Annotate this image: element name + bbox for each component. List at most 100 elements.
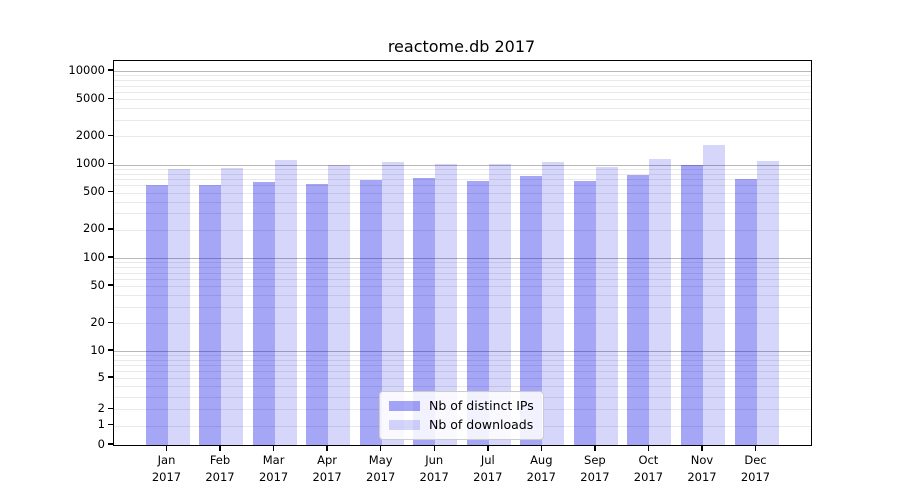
x-tick-year-may: 2017 bbox=[366, 470, 396, 485]
gridline-minor-800 bbox=[114, 173, 811, 175]
bar-nb-of-downloads-aug bbox=[542, 161, 565, 445]
bar-nb-of-distinct-ips-oct bbox=[627, 175, 650, 445]
y-tick-label-0: 0 bbox=[97, 436, 105, 451]
y-tick-200 bbox=[108, 228, 113, 230]
y-tick-label-5: 5 bbox=[97, 369, 105, 384]
bar-nb-of-distinct-ips-aug bbox=[520, 176, 543, 445]
x-tick-month-apr: Apr bbox=[317, 453, 338, 467]
x-tick-label-jan: Jan 2017 bbox=[139, 452, 195, 487]
gridline-minor-90 bbox=[114, 262, 811, 264]
x-tick-year-jan: 2017 bbox=[151, 470, 182, 485]
y-tick-label-2: 2 bbox=[97, 400, 105, 415]
gridline-minor-400 bbox=[114, 201, 811, 203]
x-tick-label-may: May 2017 bbox=[353, 452, 409, 487]
bar-nb-of-downloads-oct bbox=[649, 158, 672, 445]
x-tick-month-aug: Aug bbox=[530, 453, 553, 467]
bar-nb-of-distinct-ips-mar bbox=[252, 182, 275, 445]
bar-nb-of-distinct-ips-feb bbox=[199, 184, 221, 445]
gridline-minor-8 bbox=[114, 360, 811, 361]
y-tick-500 bbox=[108, 190, 113, 193]
gridline-minor-600 bbox=[114, 185, 811, 187]
y-tick-label-20: 20 bbox=[90, 314, 105, 329]
chart-title: reactome.db 2017 bbox=[387, 37, 536, 56]
gridline-minor-30 bbox=[114, 306, 811, 308]
x-tick-month-mar: Mar bbox=[262, 453, 285, 467]
x-tick-label-jul: Jul 2017 bbox=[460, 452, 516, 487]
gridline-minor-300 bbox=[114, 213, 811, 215]
x-tick-label-nov: Nov 2017 bbox=[674, 452, 730, 487]
bar-nb-of-distinct-ips-jan bbox=[145, 185, 168, 445]
gridline-minor-5 bbox=[114, 378, 811, 380]
bar-nb-of-downloads-nov bbox=[703, 144, 725, 445]
gridline-minor-80 bbox=[114, 267, 811, 269]
y-tick-5000 bbox=[108, 97, 113, 99]
y-tick-label-1: 1 bbox=[97, 417, 105, 431]
legend-item-nb-of-downloads: Nb of downloads bbox=[389, 417, 534, 432]
bar-nb-of-distinct-ips-jul bbox=[466, 181, 489, 445]
bar-nb-of-downloads-apr bbox=[328, 165, 351, 445]
x-tick-may bbox=[379, 445, 382, 451]
x-tick-month-feb: Feb bbox=[209, 453, 231, 467]
x-tick-apr bbox=[326, 445, 328, 451]
y-tick-2 bbox=[108, 407, 113, 409]
gridline-minor-9000 bbox=[114, 75, 811, 77]
y-tick-label-10000: 10000 bbox=[68, 62, 105, 77]
y-tick-label-2000: 2000 bbox=[75, 127, 105, 142]
x-tick-label-sep: Sep 2017 bbox=[567, 452, 623, 487]
bar-nb-of-downloads-jun bbox=[435, 164, 458, 445]
gridline-minor-6 bbox=[114, 371, 811, 373]
x-tick-label-feb: Feb 2017 bbox=[192, 452, 248, 487]
gridline-minor-7000 bbox=[114, 85, 811, 87]
y-tick-2000 bbox=[108, 134, 113, 137]
y-tick-label-10: 10 bbox=[90, 342, 105, 357]
gridline-minor-6000 bbox=[114, 91, 811, 93]
gridline-minor-900 bbox=[114, 168, 811, 170]
legend-item-nb-of-distinct-ips: Nb of distinct IPs bbox=[389, 398, 534, 413]
x-tick-month-jun: Jun bbox=[425, 453, 444, 467]
bar-nb-of-distinct-ips-dec bbox=[734, 178, 757, 445]
gridline-minor-50 bbox=[114, 286, 811, 288]
y-tick-label-50: 50 bbox=[90, 277, 105, 292]
bar-nb-of-downloads-jul bbox=[488, 164, 511, 445]
x-tick-label-dec: Dec 2017 bbox=[728, 452, 784, 487]
gridline-minor-500 bbox=[114, 192, 811, 194]
bar-nb-of-downloads-dec bbox=[756, 160, 779, 445]
x-tick-jan bbox=[165, 445, 168, 451]
legend: Nb of distinct IPs Nb of downloads bbox=[379, 391, 544, 440]
x-tick-sep bbox=[594, 445, 596, 451]
x-tick-label-aug: Aug 2017 bbox=[513, 452, 569, 487]
bar-nb-of-distinct-ips-sep bbox=[573, 180, 596, 445]
y-tick-20 bbox=[108, 321, 113, 323]
y-tick-5 bbox=[108, 376, 113, 378]
y-tick-1000 bbox=[108, 162, 113, 165]
x-tick-month-may: May bbox=[368, 453, 393, 467]
y-tick-50 bbox=[108, 284, 113, 286]
x-tick-feb bbox=[219, 445, 221, 451]
gridline-minor-3000 bbox=[114, 119, 811, 121]
x-tick-year-feb: 2017 bbox=[205, 470, 235, 485]
x-tick-mar bbox=[272, 445, 275, 451]
y-tick-1 bbox=[108, 423, 113, 426]
bar-nb-of-downloads-may bbox=[381, 162, 404, 445]
gridline-minor-2000 bbox=[114, 136, 811, 138]
gridline-major-1000 bbox=[114, 164, 811, 166]
bar-nb-of-downloads-sep bbox=[595, 167, 618, 445]
x-tick-year-mar: 2017 bbox=[258, 470, 289, 485]
x-tick-month-jan: Jan bbox=[157, 453, 176, 467]
bar-nb-of-downloads-feb bbox=[221, 168, 243, 445]
x-tick-jun bbox=[433, 445, 435, 451]
y-tick-0 bbox=[108, 443, 113, 445]
x-tick-year-dec: 2017 bbox=[740, 470, 771, 485]
y-tick-label-5000: 5000 bbox=[75, 90, 105, 105]
bar-nb-of-distinct-ips-apr bbox=[306, 184, 329, 445]
gridline-minor-5000 bbox=[114, 99, 811, 101]
x-tick-month-sep: Sep bbox=[584, 453, 606, 467]
y-tick-label-1000: 1000 bbox=[75, 156, 105, 170]
x-tick-year-oct: 2017 bbox=[633, 470, 664, 485]
plot-area: Nb of distinct IPs Nb of downloads bbox=[113, 60, 812, 446]
gridline-minor-20 bbox=[114, 323, 811, 325]
gridline-major-10000 bbox=[114, 71, 811, 73]
x-tick-month-jul: Jul bbox=[480, 453, 495, 467]
y-tick-label-500: 500 bbox=[83, 184, 105, 199]
